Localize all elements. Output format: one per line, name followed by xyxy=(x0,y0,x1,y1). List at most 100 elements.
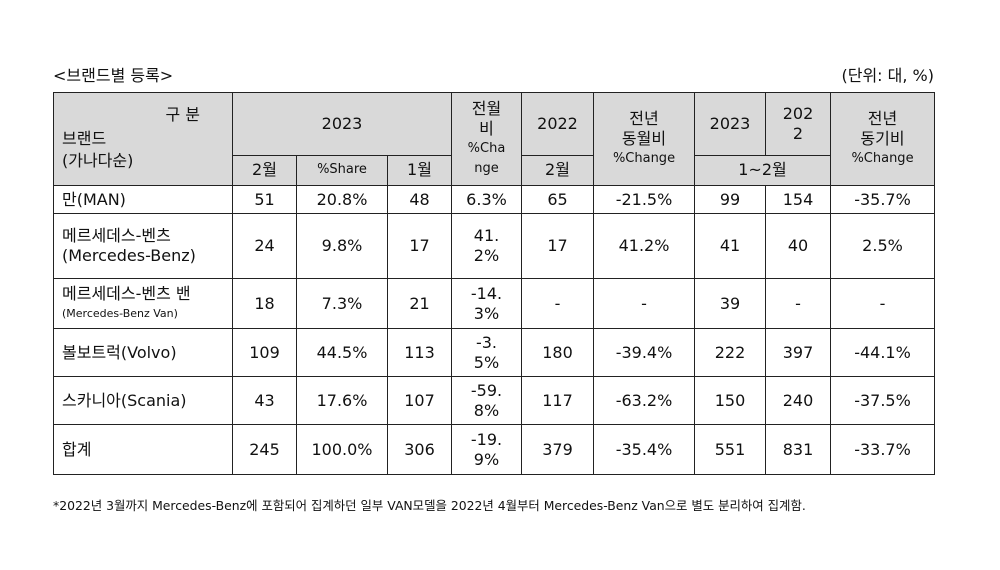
row-brand: 메르세데스-벤츠 밴 (Mercedes-Benz Van) xyxy=(53,278,233,329)
table-row-total: 합계 245 100.0% 306 -19.9% 379 -35.4% 551 … xyxy=(53,424,935,475)
header-corner: 구 분 브랜드 (가나다순) xyxy=(53,92,233,186)
cell-ytd: - xyxy=(830,278,935,329)
cell-cum22: 40 xyxy=(765,213,831,279)
row-brand-sub: (Mercedes-Benz Van) xyxy=(62,306,178,320)
header-jan-feb: 1~2월 xyxy=(694,154,831,187)
cell-feb22: 65 xyxy=(521,185,594,214)
header-cum-2023: 2023 xyxy=(694,92,766,156)
cell-feb22: 117 xyxy=(521,376,594,425)
cell-yoy: -35.4% xyxy=(593,424,695,475)
cell-mom-text: -59.8% xyxy=(470,380,503,420)
header-mom-pct2: nge xyxy=(474,161,499,176)
cell-cum23: 150 xyxy=(694,376,766,425)
cell-ytd: -37.5% xyxy=(830,376,935,425)
cell-mom-text: 41.2% xyxy=(473,226,500,265)
cell-feb22: - xyxy=(521,278,594,329)
table-row: 볼보트럭(Volvo) 109 44.5% 113 -3.5% 180 -39.… xyxy=(53,328,935,377)
row-brand: 볼보트럭(Volvo) xyxy=(53,328,233,377)
header-mom-pct: %Cha xyxy=(467,141,506,156)
cell-feb22: 180 xyxy=(521,328,594,377)
cell-mom: -3.5% xyxy=(451,328,522,377)
cell-ytd: -44.1% xyxy=(830,328,935,377)
header-mom: 전월 비 %Cha nge xyxy=(451,92,522,186)
header-mom-top: 전월 xyxy=(471,99,502,118)
cell-mom: -14.3% xyxy=(451,278,522,329)
header-jan: 1월 xyxy=(387,154,452,187)
header-share: %Share xyxy=(296,154,388,187)
cell-jan: 107 xyxy=(387,376,452,425)
cell-jan: 113 xyxy=(387,328,452,377)
row-brand-name: 메르세데스-벤츠 밴 xyxy=(62,283,191,303)
cell-feb22: 379 xyxy=(521,424,594,475)
cell-yoy: 41.2% xyxy=(593,213,695,279)
cell-feb: 24 xyxy=(232,213,297,279)
row-brand: 만(MAN) xyxy=(53,185,233,214)
cell-cum22: 240 xyxy=(765,376,831,425)
cell-jan: 306 xyxy=(387,424,452,475)
cell-share: 100.0% xyxy=(296,424,388,475)
cell-feb: 18 xyxy=(232,278,297,329)
row-brand: 메르세데스-벤츠 (Mercedes-Benz) xyxy=(53,213,233,279)
cell-cum23: 222 xyxy=(694,328,766,377)
header-gubun: 구 분 xyxy=(165,105,200,124)
table-row: 메르세데스-벤츠 밴 (Mercedes-Benz Van) 18 7.3% 2… xyxy=(53,278,935,329)
row-brand-sub: (Mercedes-Benz) xyxy=(62,246,196,265)
cell-yoy: -21.5% xyxy=(593,185,695,214)
header-ytd-top: 전년 xyxy=(867,109,898,128)
brand-registration-table: 구 분 브랜드 (가나다순) 2023 전월 비 %Cha nge 2022 전… xyxy=(53,92,935,475)
table-row: 만(MAN) 51 20.8% 48 6.3% 65 -21.5% 99 154… xyxy=(53,185,935,214)
header-brand-sub: (가나다순) xyxy=(62,151,134,170)
cell-jan: 48 xyxy=(387,185,452,214)
cell-mom: -59.8% xyxy=(451,376,522,425)
row-brand-name: 메르세데스-벤츠 xyxy=(62,226,171,245)
cell-yoy: -39.4% xyxy=(593,328,695,377)
header-2022: 2022 xyxy=(521,92,594,156)
header-yoy: 전년 동월비 %Change xyxy=(593,92,695,186)
header-brand: 브랜드 xyxy=(62,129,107,148)
header-cum-2022-a: 202 xyxy=(782,103,814,123)
cell-cum23: 41 xyxy=(694,213,766,279)
table-caption: <브랜드별 등록> xyxy=(53,66,174,85)
cell-ytd: -33.7% xyxy=(830,424,935,475)
cell-cum22: 154 xyxy=(765,185,831,214)
cell-jan: 17 xyxy=(387,213,452,279)
cell-cum23: 99 xyxy=(694,185,766,214)
header-cum-2022: 202 2 xyxy=(765,92,831,156)
footnote: *2022년 3월까지 Mercedes-Benz에 포함되어 집계하던 일부 … xyxy=(53,498,806,513)
cell-feb22: 17 xyxy=(521,213,594,279)
header-yoy-mid: 동월비 xyxy=(621,129,667,148)
unit-label: (단위: 대, %) xyxy=(841,66,935,85)
cell-share: 20.8% xyxy=(296,185,388,214)
cell-feb: 43 xyxy=(232,376,297,425)
cell-cum23: 551 xyxy=(694,424,766,475)
cell-cum22: 397 xyxy=(765,328,831,377)
table-row: 스카니아(Scania) 43 17.6% 107 -59.8% 117 -63… xyxy=(53,376,935,425)
cell-mom-text: -19.9% xyxy=(470,429,503,469)
header-yoy-top: 전년 xyxy=(629,109,659,128)
cell-ytd: 2.5% xyxy=(830,213,935,279)
cell-feb: 109 xyxy=(232,328,297,377)
header-2023: 2023 xyxy=(232,92,452,156)
header-row-sub: 2월 %Share 1월 2월 1~2월 xyxy=(54,154,935,187)
header-feb-2022: 2월 xyxy=(521,154,594,187)
header-ytd: 전년 동기비 %Change xyxy=(830,92,935,186)
header-yoy-pct: %Change xyxy=(612,151,676,166)
cell-share: 7.3% xyxy=(296,278,388,329)
cell-feb: 51 xyxy=(232,185,297,214)
header-row-top: 구 분 브랜드 (가나다순) 2023 전월 비 %Cha nge 2022 전… xyxy=(53,92,935,186)
cell-share: 17.6% xyxy=(296,376,388,425)
cell-cum22: 831 xyxy=(765,424,831,475)
header-ytd-pct: %Change xyxy=(851,151,914,166)
cell-yoy: - xyxy=(593,278,695,329)
cell-mom-text: -14.3% xyxy=(470,283,503,323)
table-row: 메르세데스-벤츠 (Mercedes-Benz) 24 9.8% 17 41.2… xyxy=(53,213,935,279)
header-feb: 2월 xyxy=(232,154,297,187)
cell-share: 9.8% xyxy=(296,213,388,279)
cell-cum22: - xyxy=(765,278,831,329)
cell-mom: 6.3% xyxy=(451,185,522,214)
cell-share: 44.5% xyxy=(296,328,388,377)
cell-jan: 21 xyxy=(387,278,452,329)
row-brand: 스카니아(Scania) xyxy=(53,376,233,425)
header-cum-2022-b: 2 xyxy=(792,123,804,143)
header-mom-mid: 비 xyxy=(479,119,494,138)
